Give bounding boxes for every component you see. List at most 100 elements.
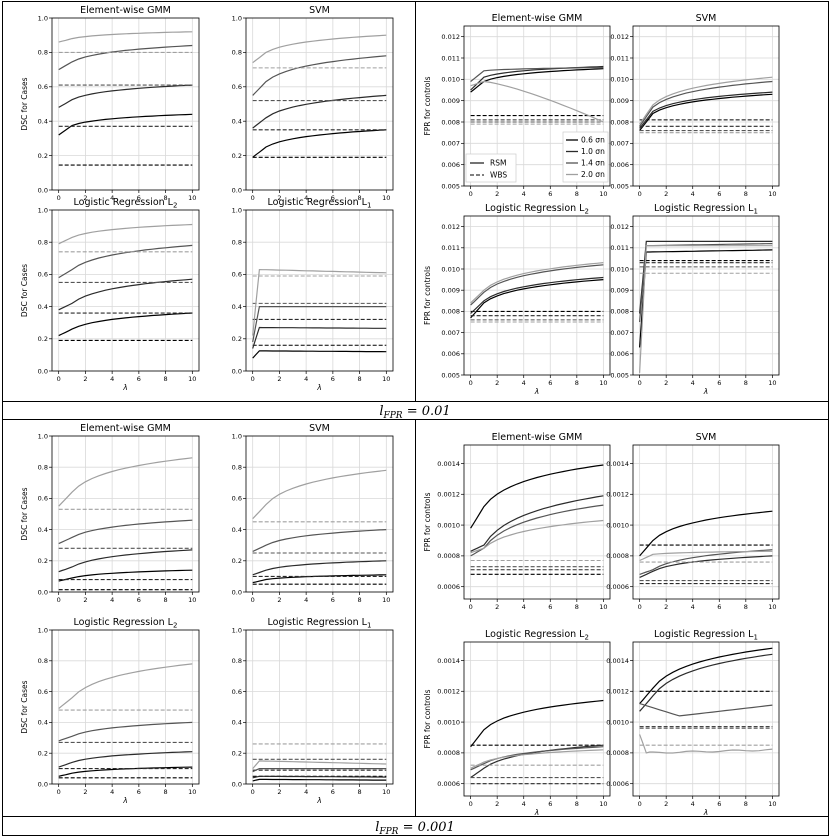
chart-title: Logistic Regression L2 bbox=[485, 629, 589, 642]
y-tick-label: 0.007 bbox=[610, 329, 629, 337]
legend-label-rsm: RSM bbox=[490, 159, 506, 168]
x-tick-label: 2 bbox=[664, 190, 668, 198]
y-tick-label: 0.0012 bbox=[606, 491, 629, 499]
y-tick-label: 0.0 bbox=[232, 186, 242, 194]
x-tick-label: 10 bbox=[768, 379, 776, 387]
rsm-line-sigma-1.0 bbox=[252, 94, 387, 129]
x-axis-label: λ bbox=[534, 808, 539, 817]
y-tick-label: 0.4 bbox=[38, 118, 48, 126]
x-tick-label: 8 bbox=[358, 375, 362, 383]
y-tick-label: 0.6 bbox=[232, 495, 242, 503]
x-tick-label: 2 bbox=[664, 603, 668, 611]
y-tick-label: 0.0014 bbox=[437, 657, 460, 665]
x-axis-label: λ bbox=[316, 383, 321, 392]
y-tick-label: 0.009 bbox=[441, 287, 460, 295]
x-tick-label: 4 bbox=[691, 603, 695, 611]
y-tick-label: 0.0008 bbox=[437, 749, 460, 757]
y-tick-label: 0.0006 bbox=[437, 780, 460, 788]
legend-box-method bbox=[465, 153, 517, 183]
rsm-line-sigma-1.4 bbox=[252, 767, 387, 773]
legend-label-sigma-0.6: 0.6 σn bbox=[581, 136, 605, 145]
x-tick-label: 2 bbox=[664, 800, 668, 808]
y-axis-label: FPR for controls bbox=[423, 266, 432, 325]
y-tick-label: 0.008 bbox=[610, 118, 629, 126]
y-tick-label: 0.0 bbox=[232, 367, 242, 375]
x-axis-label: λ bbox=[534, 387, 539, 396]
x-tick-label: 8 bbox=[164, 596, 168, 604]
rsm-line-sigma-0.6 bbox=[252, 129, 387, 158]
rsm-line-sigma-1.4 bbox=[58, 44, 193, 71]
chart-panel-top-dsc-gmm: 0 2 4 6 8 10 0.0 0.2 0.4 0.6 0.8 1.0 Element-wise GM… bbox=[20, 5, 200, 202]
x-tick-label: 2 bbox=[495, 800, 499, 808]
y-axis-label: DSC for Cases bbox=[20, 77, 29, 130]
chart-title: Logistic Regression L1 bbox=[268, 197, 372, 210]
y-tick-label: 0.8 bbox=[232, 49, 242, 57]
rsm-line-sigma-2.0 bbox=[58, 457, 193, 507]
y-tick-label: 0.005 bbox=[610, 182, 629, 190]
chart-panel-top-dsc-l2: 0 2 4 6 8 10 0.0 0.2 0.4 0.6 0.8 1.0 Logistic Regres… bbox=[20, 197, 200, 392]
y-tick-label: 1.0 bbox=[38, 206, 48, 214]
y-tick-label: 0.4 bbox=[38, 526, 48, 534]
axes-box bbox=[463, 215, 611, 376]
y-tick-label: 0.8 bbox=[232, 657, 242, 665]
legend: RSM WBS 0.6 σn 1.0 σn 1.4 σn 2.0 σn bbox=[465, 131, 609, 183]
y-tick-label: 0.007 bbox=[610, 140, 629, 148]
y-tick-label: 0.2 bbox=[38, 750, 48, 758]
y-axis-label: FPR for controls bbox=[423, 76, 432, 135]
x-tick-label: 0 bbox=[469, 379, 473, 387]
y-tick-label: 0.2 bbox=[232, 557, 242, 565]
y-axis-label: FPR for controls bbox=[423, 492, 432, 551]
legend-label-sigma-1.4: 1.4 σn bbox=[581, 159, 605, 168]
chart-title: Logistic Regression L2 bbox=[74, 197, 178, 210]
y-tick-label: 0.8 bbox=[38, 49, 48, 57]
rsm-line-sigma-2.0 bbox=[252, 268, 387, 336]
chart-title: SVM bbox=[696, 432, 717, 443]
chart-panel-top-dsc-l1: 0 2 4 6 8 10 0.0 0.2 0.4 0.6 0.8 1.0 Logistic Regres… bbox=[232, 197, 394, 392]
x-tick-label: 6 bbox=[717, 190, 721, 198]
axes-box bbox=[632, 215, 780, 376]
axes-box bbox=[463, 25, 611, 187]
rsm-line-sigma-2.0 bbox=[470, 519, 604, 554]
x-tick-label: 10 bbox=[599, 603, 607, 611]
x-tick-label: 2 bbox=[277, 596, 281, 604]
y-tick-label: 0.6 bbox=[232, 83, 242, 91]
chart-panel-bot-dsc-svm: 0 2 4 6 8 10 0.0 0.2 0.4 0.6 0.8 1.0 SVM bbox=[232, 423, 394, 604]
chart-panel-bot-dsc-l1: 0 2 4 6 8 10 0.0 0.2 0.4 0.6 0.8 1.0 Logistic Regres… bbox=[232, 617, 394, 805]
rsm-line-sigma-1.0 bbox=[639, 555, 773, 578]
y-tick-label: 0.011 bbox=[441, 54, 460, 62]
x-tick-label: 4 bbox=[522, 190, 526, 198]
y-tick-label: 0.6 bbox=[38, 688, 48, 696]
rsm-line-sigma-1.0 bbox=[639, 240, 773, 314]
x-tick-label: 4 bbox=[522, 603, 526, 611]
y-tick-label: 0.0012 bbox=[437, 491, 460, 499]
y-tick-label: 0.0014 bbox=[606, 460, 629, 468]
y-tick-label: 0.009 bbox=[610, 287, 629, 295]
x-tick-label: 6 bbox=[331, 596, 335, 604]
y-tick-label: 0.006 bbox=[610, 350, 629, 358]
y-tick-label: 0.005 bbox=[610, 371, 629, 379]
x-tick-label: 8 bbox=[744, 603, 748, 611]
axes-box bbox=[245, 17, 394, 191]
y-tick-label: 1.0 bbox=[38, 626, 48, 634]
rsm-line-sigma-1.4 bbox=[470, 746, 604, 771]
y-tick-label: 0.010 bbox=[610, 265, 629, 273]
x-tick-label: 8 bbox=[744, 190, 748, 198]
rsm-line-sigma-2.0 bbox=[639, 550, 773, 562]
y-tick-label: 0.012 bbox=[610, 223, 629, 231]
x-tick-label: 6 bbox=[137, 788, 141, 796]
axes-box bbox=[632, 25, 780, 187]
y-tick-label: 0.007 bbox=[441, 329, 460, 337]
y-axis-label: FPR for controls bbox=[423, 689, 432, 748]
x-tick-label: 4 bbox=[304, 194, 308, 202]
rsm-line-sigma-1.4 bbox=[639, 703, 773, 717]
rsm-line-sigma-2.0 bbox=[639, 245, 773, 373]
rsm-line-sigma-0.6 bbox=[470, 279, 604, 319]
x-tick-label: 10 bbox=[188, 788, 196, 796]
x-tick-label: 4 bbox=[691, 190, 695, 198]
y-tick-label: 0.2 bbox=[38, 335, 48, 343]
x-tick-label: 4 bbox=[304, 788, 308, 796]
x-tick-label: 4 bbox=[110, 788, 114, 796]
rsm-line-sigma-1.4 bbox=[58, 721, 193, 742]
y-tick-label: 0.0 bbox=[232, 780, 242, 788]
y-tick-label: 0.8 bbox=[38, 657, 48, 665]
